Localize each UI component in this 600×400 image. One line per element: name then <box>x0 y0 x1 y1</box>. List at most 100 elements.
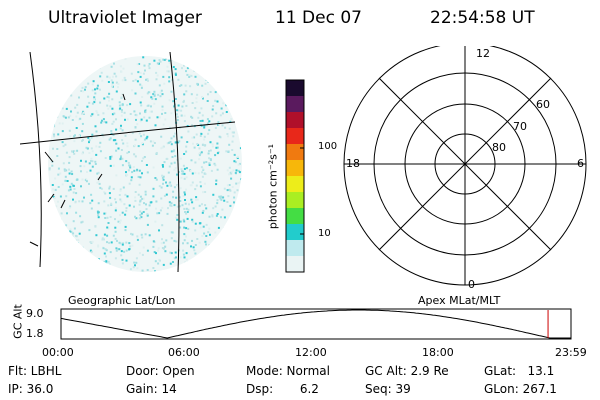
emission-pixel <box>192 61 195 64</box>
emission-pixel <box>169 262 172 265</box>
emission-pixel <box>219 84 222 87</box>
emission-pixel <box>59 257 62 260</box>
emission-pixel <box>83 165 86 168</box>
emission-pixel <box>156 74 159 77</box>
emission-pixel <box>137 145 140 148</box>
emission-pixel <box>157 62 160 65</box>
emission-pixel <box>228 173 231 176</box>
emission-pixel <box>138 183 141 186</box>
emission-pixel <box>227 103 229 106</box>
emission-pixel <box>53 197 56 199</box>
emission-pixel <box>232 169 235 172</box>
emission-pixel <box>70 249 73 252</box>
emission-pixel <box>114 230 117 233</box>
emission-pixel <box>240 249 242 252</box>
emission-pixel <box>48 196 51 199</box>
emission-pixel <box>236 263 239 266</box>
emission-pixel <box>110 202 113 205</box>
emission-pixel <box>142 133 145 136</box>
emission-pixel <box>111 83 114 86</box>
emission-pixel <box>121 93 124 96</box>
emission-pixel <box>103 233 106 236</box>
emission-pixel <box>131 233 134 236</box>
emission-pixel <box>238 162 241 165</box>
emission-pixel <box>232 217 235 220</box>
emission-pixel <box>183 256 186 259</box>
emission-pixel <box>196 238 199 240</box>
emission-pixel <box>162 165 164 168</box>
emission-pixel <box>199 185 202 188</box>
emission-pixel <box>56 262 59 265</box>
emission-pixel <box>226 254 229 256</box>
emission-pixel <box>61 85 64 88</box>
emission-pixel <box>69 266 72 269</box>
emission-pixel <box>149 91 152 94</box>
emission-pixel <box>65 95 68 98</box>
emission-pixel <box>54 188 57 191</box>
emission-pixel <box>198 147 201 150</box>
emission-pixel <box>97 258 100 261</box>
emission-pixel <box>161 206 164 209</box>
emission-pixel <box>184 202 187 205</box>
emission-pixel <box>114 207 117 210</box>
emission-pixel <box>113 112 116 115</box>
emission-pixel <box>198 158 201 161</box>
emission-pixel <box>175 240 178 243</box>
ip-value: IP: 36.0 <box>8 382 54 396</box>
emission-pixel <box>60 104 63 107</box>
emission-pixel <box>91 240 94 243</box>
emission-pixel <box>52 195 55 198</box>
orbit-xtick: 18:00 <box>422 346 454 359</box>
emission-pixel <box>63 82 66 85</box>
emission-pixel <box>211 145 214 148</box>
emission-pixel <box>164 250 167 253</box>
emission-pixel <box>57 249 59 252</box>
emission-pixel <box>241 202 242 205</box>
emission-pixel <box>81 200 84 203</box>
emission-pixel <box>220 107 223 110</box>
emission-pixel <box>143 64 146 67</box>
emission-pixel <box>114 226 117 229</box>
emission-pixel <box>108 57 111 60</box>
emission-pixel <box>146 249 149 252</box>
emission-pixel <box>73 150 76 152</box>
emission-pixel <box>230 233 233 236</box>
emission-pixel <box>155 252 157 255</box>
emission-pixel <box>160 135 163 138</box>
emission-pixel <box>229 204 232 207</box>
emission-pixel <box>98 66 101 69</box>
emission-pixel <box>96 210 99 213</box>
emission-pixel <box>215 183 218 186</box>
emission-pixel <box>199 267 202 270</box>
emission-pixel <box>170 137 173 140</box>
emission-pixel <box>183 172 186 175</box>
emission-pixel <box>64 257 67 260</box>
emission-pixel <box>138 203 141 206</box>
emission-pixel <box>134 92 137 95</box>
emission-pixel <box>191 102 194 104</box>
emission-pixel <box>101 264 104 267</box>
emission-pixel <box>88 162 91 165</box>
emission-pixel <box>236 113 239 116</box>
emission-pixel <box>221 250 224 253</box>
emission-pixel <box>112 75 114 78</box>
emission-pixel <box>205 243 207 246</box>
emission-pixel <box>220 216 222 219</box>
emission-pixel <box>208 227 211 230</box>
emission-pixel <box>75 80 78 83</box>
glat-value: GLat: 13.1 <box>484 364 555 378</box>
emission-pixel <box>141 197 144 200</box>
emission-pixel <box>139 71 142 74</box>
emission-pixel <box>126 104 129 107</box>
emission-pixel <box>70 230 73 233</box>
emission-pixel <box>207 152 210 155</box>
emission-pixel <box>235 106 238 109</box>
emission-pixel <box>108 241 111 244</box>
emission-pixel <box>74 200 77 203</box>
emission-pixel <box>140 104 143 107</box>
emission-pixel <box>82 90 85 93</box>
emission-pixel <box>179 200 182 202</box>
emission-pixel <box>124 134 127 137</box>
emission-pixel <box>162 178 165 181</box>
emission-pixel <box>114 139 117 142</box>
